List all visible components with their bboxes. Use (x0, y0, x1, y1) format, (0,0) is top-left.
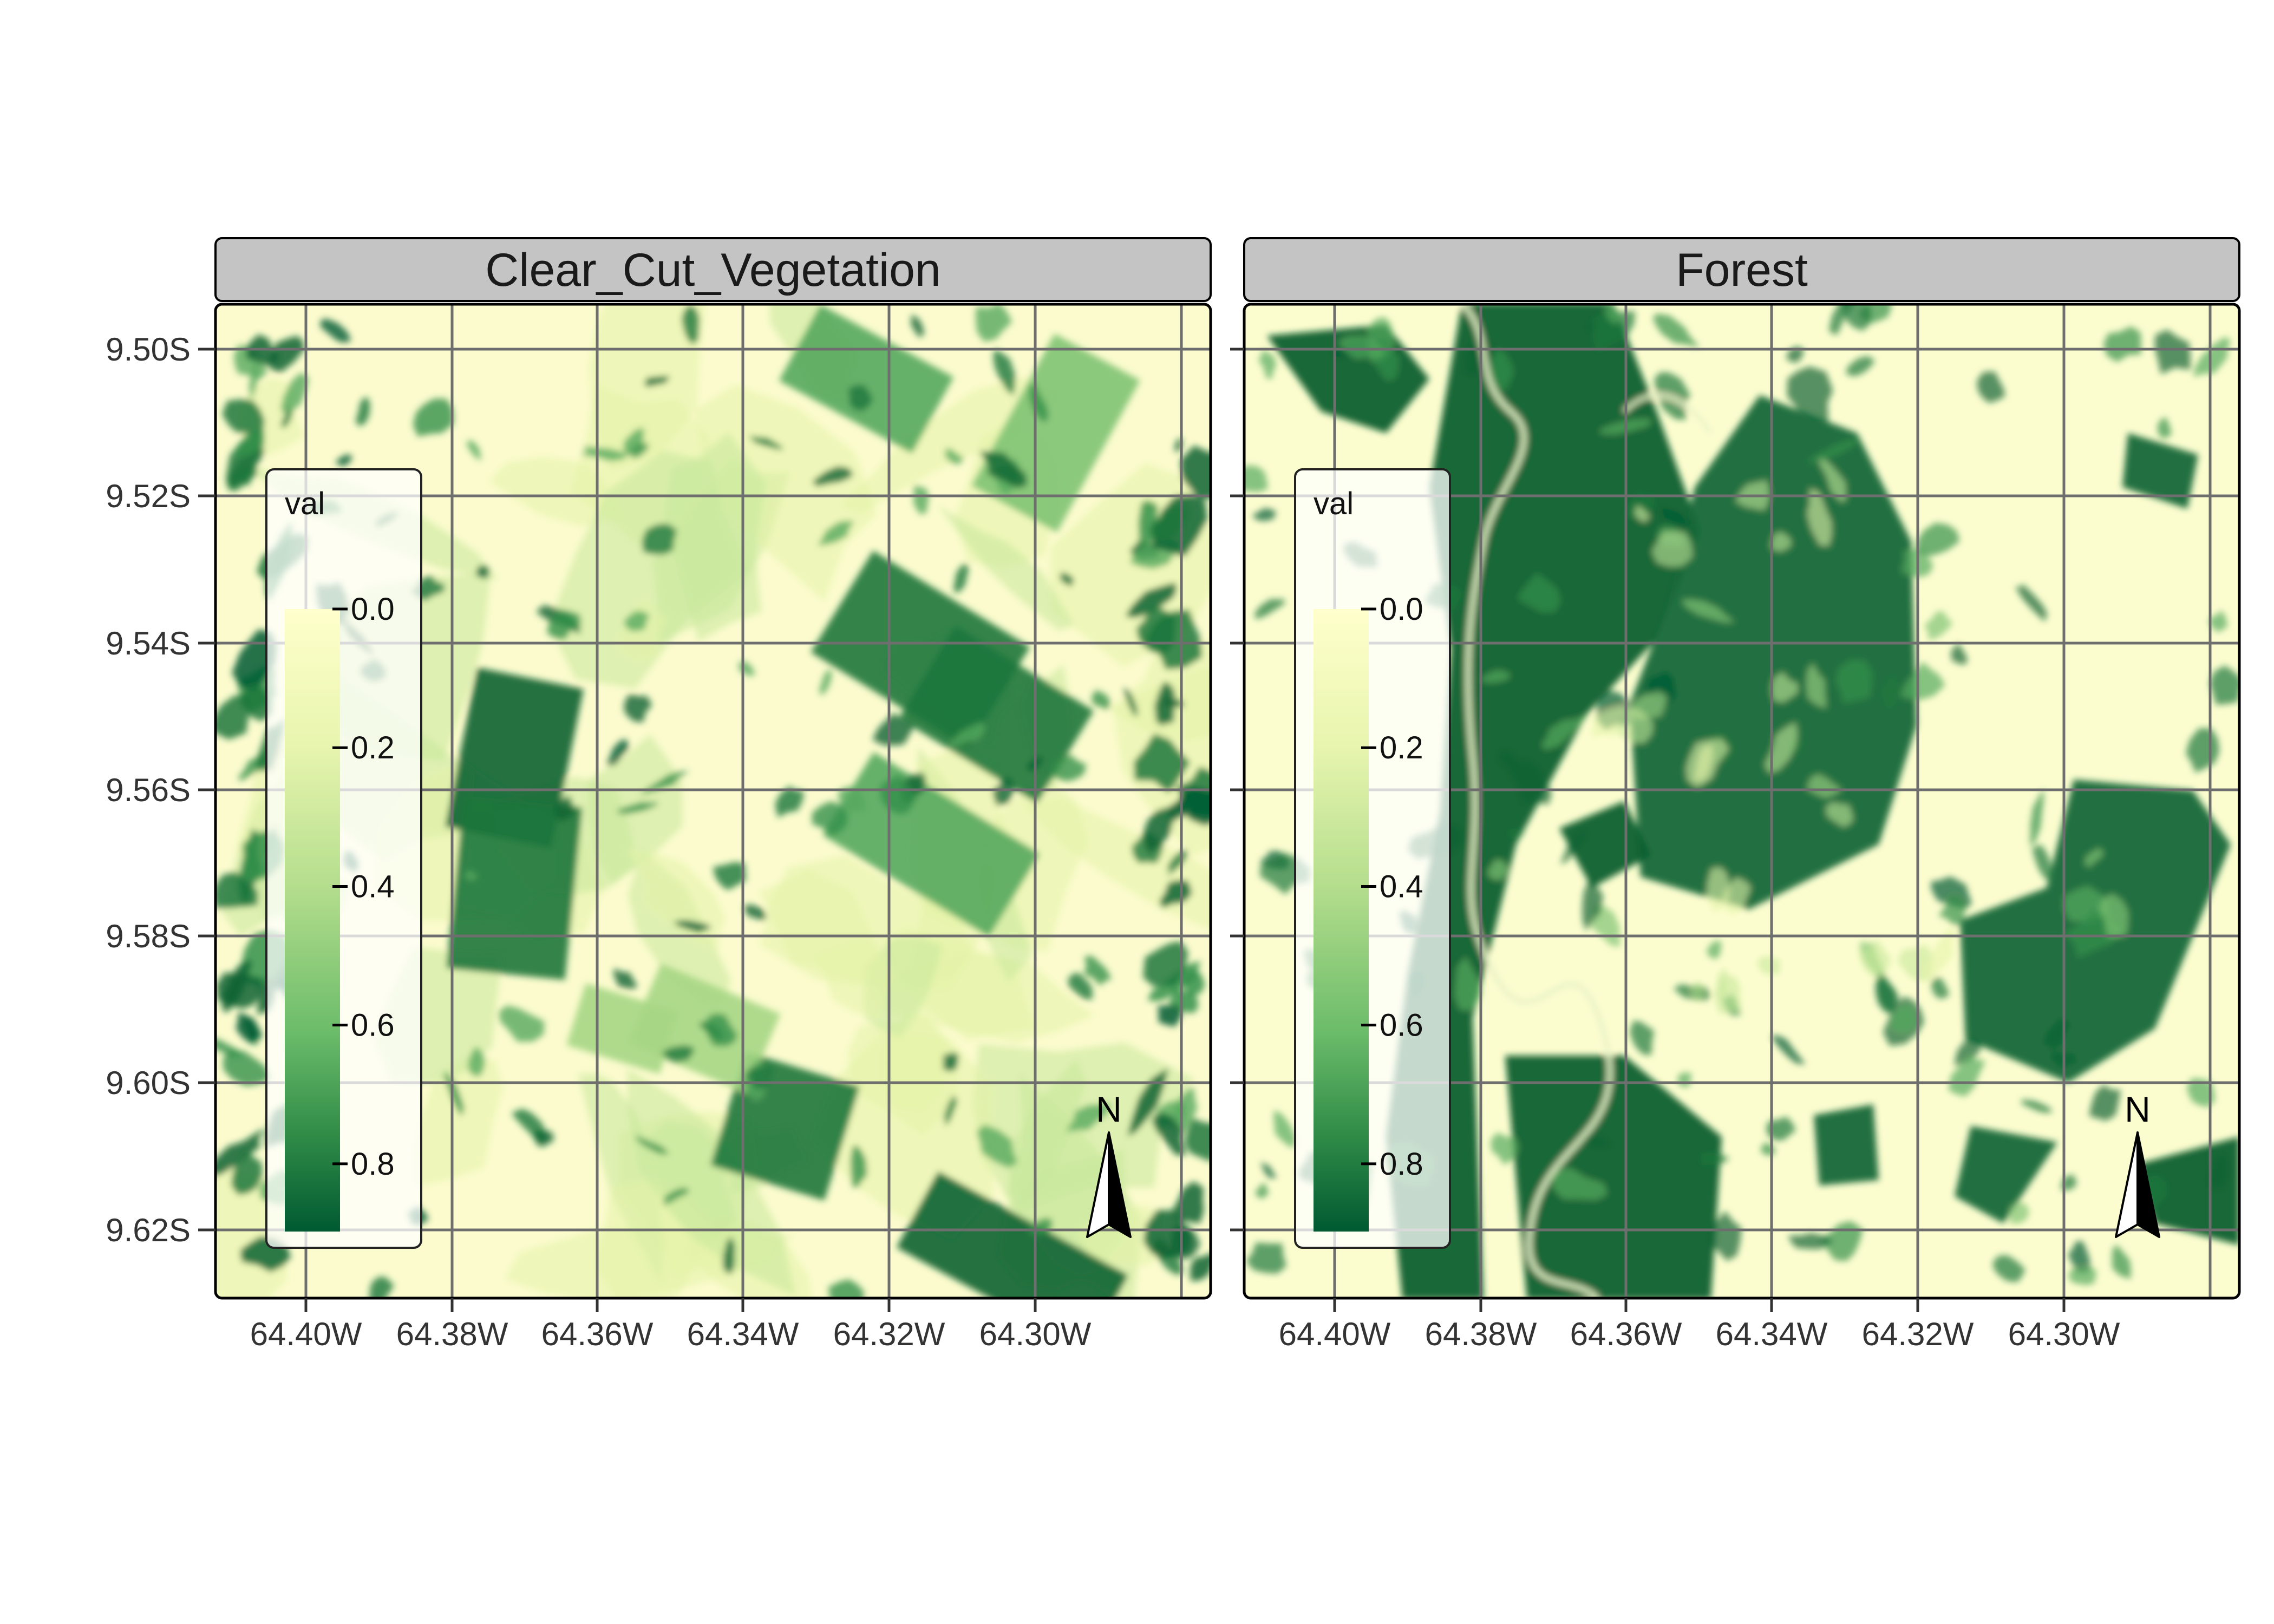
facet-panel-clear-cut-vegetation: Clear_Cut_Vegetation val 0.0 0.2 0.4 0.6 0.8… (214, 237, 1212, 1300)
legend-break-label: 0.6 (351, 1008, 395, 1043)
legend-title: val (285, 486, 325, 521)
legend-break-label: 0.0 (351, 592, 395, 627)
legend-break-label: 0.2 (1380, 730, 1423, 765)
x-tick-label: 64.34W (1716, 1316, 1828, 1352)
strip-background (1243, 237, 2240, 302)
north-arrow: N (2115, 1089, 2160, 1238)
y-tick-label: 9.62S (106, 1212, 191, 1248)
north-label: N (1096, 1089, 1122, 1129)
legend-break-label: 0.4 (1380, 869, 1423, 904)
north-label: N (2125, 1089, 2151, 1129)
strip-background (214, 237, 1212, 302)
x-tick-label: 64.38W (1425, 1316, 1537, 1352)
panel-border (214, 303, 1212, 1300)
x-tick-label: 64.36W (1570, 1316, 1682, 1352)
legend-title: val (1314, 486, 1354, 521)
x-tick-label: 64.32W (833, 1316, 945, 1352)
panel-border (1243, 303, 2241, 1300)
x-tick-label: 64.30W (2008, 1316, 2120, 1352)
legend-break-label: 0.0 (1380, 592, 1423, 627)
x-tick-label: 64.32W (1862, 1316, 1974, 1352)
x-tick-label: 64.30W (979, 1316, 1092, 1352)
panel-title: Clear_Cut_Vegetation (485, 244, 940, 296)
legend-break-label: 0.4 (351, 869, 395, 904)
x-tick-label: 64.34W (687, 1316, 799, 1352)
x-tick-label: 64.38W (396, 1316, 508, 1352)
legend-break-label: 0.8 (1380, 1147, 1423, 1182)
y-tick-label: 9.56S (106, 772, 191, 808)
legend: val 0.0 0.2 0.4 0.6 0.8 (265, 468, 422, 1249)
north-arrow: N (1086, 1089, 1132, 1238)
x-tick-label: 64.36W (541, 1316, 654, 1352)
y-tick-label: 9.60S (106, 1065, 191, 1101)
y-axis: 9.50S 9.52S 9.54S 9.56S 9.58S 9.60S 9.62S (106, 331, 1244, 1248)
panel-title: Forest (1676, 244, 1808, 296)
x-axis-right: 64.40W 64.38W 64.36W 64.34W 64.32W 64.30W (1279, 1298, 2120, 1352)
x-axis-left: 64.40W 64.38W 64.36W 64.34W 64.32W 64.30W (250, 1298, 1092, 1352)
y-tick-label: 9.52S (106, 478, 191, 514)
facet-panel-forest: Forest val 0.0 0.2 0.4 0.6 0.8 N (1243, 237, 2241, 1300)
legend-break-label: 0.6 (1380, 1008, 1423, 1043)
x-tick-label: 64.40W (1279, 1316, 1391, 1352)
y-tick-label: 9.54S (106, 625, 191, 662)
legend-break-label: 0.8 (351, 1147, 395, 1182)
x-tick-label: 64.40W (250, 1316, 362, 1352)
legend-colorbar (1314, 609, 1369, 1232)
legend-colorbar (285, 609, 340, 1232)
y-tick-label: 9.58S (106, 918, 191, 954)
legend: val 0.0 0.2 0.4 0.6 0.8 (1294, 468, 1451, 1249)
legend-break-label: 0.2 (351, 730, 395, 765)
y-tick-label: 9.50S (106, 331, 191, 368)
